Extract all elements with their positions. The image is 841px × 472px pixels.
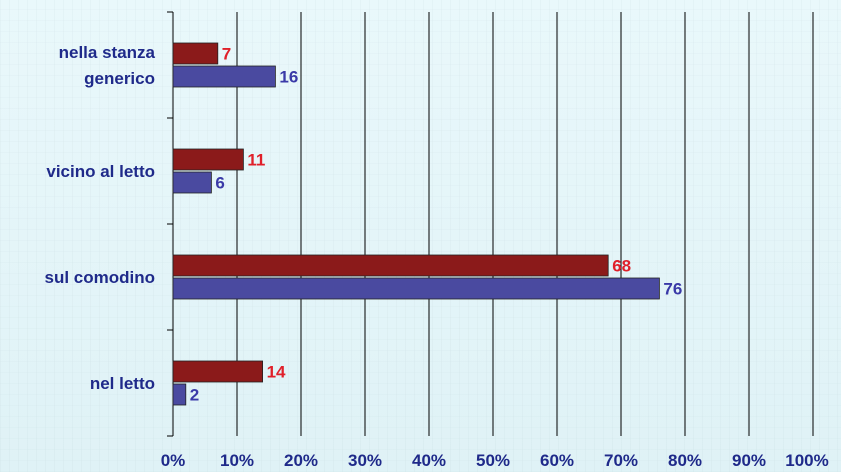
x-tick-label-40: 40% <box>412 451 446 470</box>
data-label-series1-2: 68 <box>612 257 631 276</box>
y-axis <box>167 11 173 437</box>
bar-series1-0 <box>172 42 219 65</box>
x-tick-label-100: 100% <box>785 451 828 470</box>
x-tick-label-0: 0% <box>161 451 186 470</box>
data-label-series2-1: 6 <box>215 174 224 193</box>
x-tick-label-30: 30% <box>348 451 382 470</box>
bar-series2-1 <box>172 171 212 194</box>
data-label-series2-0: 16 <box>279 68 298 87</box>
gridlines <box>172 12 814 436</box>
x-tick-label-80: 80% <box>668 451 702 470</box>
data-label-series1-0: 7 <box>222 45 231 64</box>
x-tick-label-10: 10% <box>220 451 254 470</box>
category-label-2: sul comodino <box>45 268 156 287</box>
category-labels: nella stanza generico vicino al letto sul c… <box>45 43 156 393</box>
x-tick-label-50: 50% <box>476 451 510 470</box>
data-label-series1-1: 11 <box>247 151 265 170</box>
bar-series2-2 <box>172 277 660 300</box>
x-tick-label-90: 90% <box>732 451 766 470</box>
x-tick-labels: 0% 10% 20% 30% 40% 50% 60% 70% 80% 90% 100% <box>161 451 829 470</box>
category-label-3: nel letto <box>90 374 155 393</box>
bar-series1-3 <box>172 360 263 383</box>
data-label-series1-3: 14 <box>267 363 286 382</box>
bar-series2-0 <box>172 65 276 88</box>
x-tick-label-60: 60% <box>540 451 574 470</box>
x-tick-label-70: 70% <box>604 451 638 470</box>
category-label-1: vicino al letto <box>46 162 155 181</box>
category-label-0: nella stanza generico <box>59 43 156 88</box>
bars: 7 16 11 6 68 76 14 2 <box>172 42 682 406</box>
x-tick-label-20: 20% <box>284 451 318 470</box>
bar-series1-2 <box>172 254 609 277</box>
data-label-series2-3: 2 <box>190 386 199 405</box>
bar-series2-3 <box>172 383 187 406</box>
bar-series1-1 <box>172 148 244 171</box>
data-label-series2-2: 76 <box>663 280 682 299</box>
